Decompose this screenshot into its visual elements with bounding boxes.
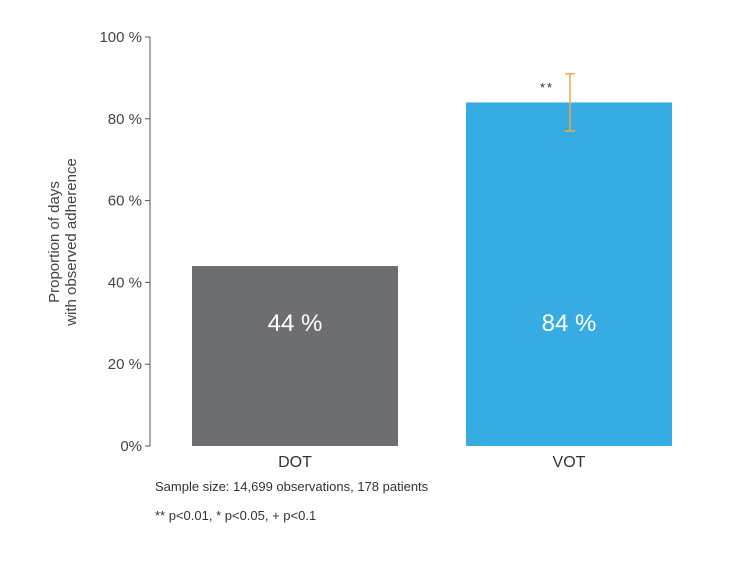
y-axis-label-line: with observed adherence	[63, 158, 80, 327]
y-axis-label: Proportion of dayswith observed adherenc…	[46, 158, 80, 327]
y-tick-label: 80 %	[108, 111, 142, 128]
category-label-vot: VOT	[553, 454, 586, 471]
data-label-dot: 44 %	[268, 310, 323, 337]
y-tick-label: 0%	[120, 438, 142, 455]
bar-vot	[466, 102, 672, 446]
category-label-dot: DOT	[278, 454, 312, 471]
y-tick-label: 100 %	[99, 29, 142, 46]
y-tick-label: 40 %	[108, 274, 142, 291]
data-label-vot: 84 %	[542, 310, 597, 337]
sample-size-note: Sample size: 14,699 observations, 178 pa…	[155, 479, 429, 494]
y-tick-label: 20 %	[108, 356, 142, 373]
significance-key-note: ** p<0.01, * p<0.05, + p<0.1	[155, 508, 317, 523]
bar-dot	[192, 266, 398, 446]
y-axis-label-line: Proportion of days	[46, 181, 63, 303]
significance-marker: **	[540, 80, 554, 95]
y-tick-label: 60 %	[108, 193, 142, 210]
